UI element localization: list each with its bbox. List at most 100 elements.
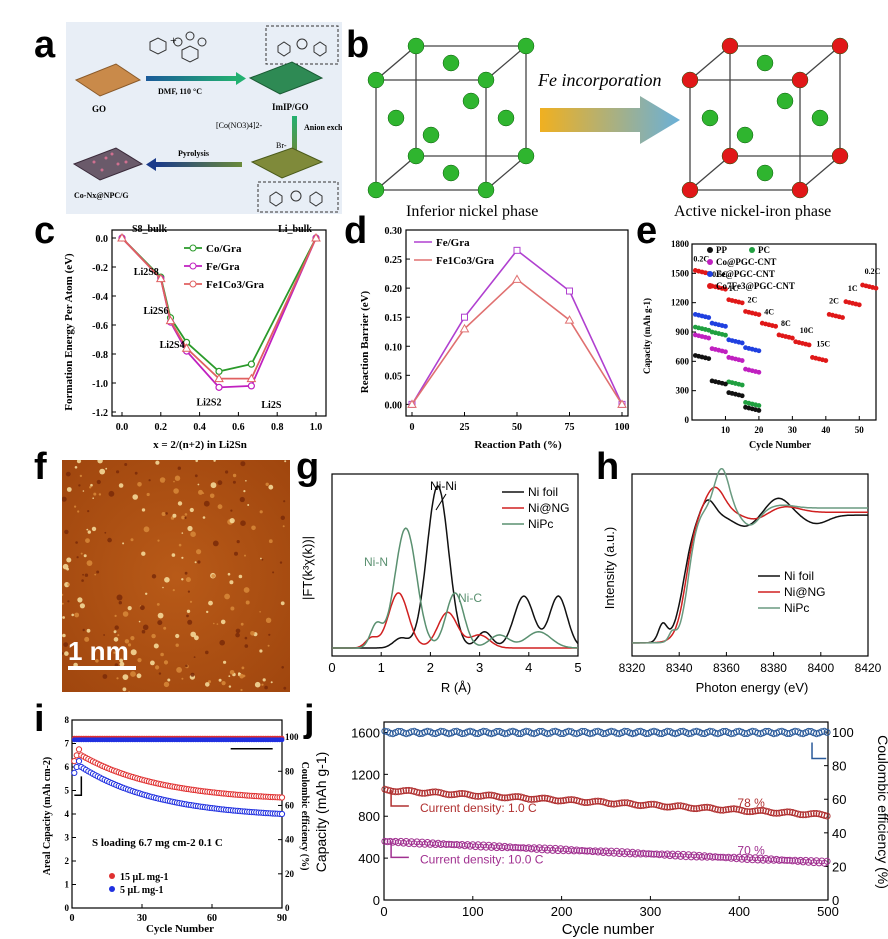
j-capacity-point-10c bbox=[514, 844, 522, 852]
stm-spot bbox=[209, 493, 215, 499]
atom bbox=[831, 37, 849, 55]
h-plot-frame bbox=[631, 473, 869, 657]
stm-spot bbox=[283, 686, 287, 690]
j-capacity-point-10c bbox=[786, 856, 794, 864]
stm-spot bbox=[151, 574, 157, 579]
i-legend-label: 5 μL mg-1 bbox=[120, 885, 163, 896]
g-xtick-label: 3 bbox=[476, 660, 483, 675]
stm-spot bbox=[104, 531, 107, 534]
c-xtick-label: 0.2 bbox=[155, 422, 168, 433]
stm-spot bbox=[116, 470, 120, 474]
stm-spot bbox=[157, 620, 163, 626]
pyrolysis-arrow bbox=[156, 162, 242, 167]
c-point bbox=[165, 315, 176, 325]
j-capacity-point-1c bbox=[581, 799, 589, 806]
i-legend-label: 15 μL mg-1 bbox=[120, 872, 168, 883]
j-capacity-point-1c bbox=[424, 789, 431, 797]
atom bbox=[387, 109, 405, 127]
stm-spot bbox=[197, 560, 201, 564]
stm-spot bbox=[283, 500, 286, 503]
stm-spot bbox=[91, 526, 97, 532]
panel-d-reaction-barrier-chart: Reaction Path (%) Reaction Barrier (eV) … bbox=[359, 226, 630, 451]
e-rate-label: 15C bbox=[816, 339, 830, 348]
stm-spot bbox=[176, 667, 182, 673]
stm-spot bbox=[76, 556, 79, 559]
stm-spot bbox=[239, 673, 244, 679]
stm-spot bbox=[280, 515, 285, 520]
j-ytick-label: 1600 bbox=[351, 725, 380, 740]
j-capacity-point-1c bbox=[605, 800, 613, 807]
panel-i-areal-capacity-chart: Cycle Number Areal Capacity (mAh cm-2) C… bbox=[42, 715, 310, 935]
j-retention-10c: 70 % bbox=[737, 843, 765, 857]
atom bbox=[517, 147, 535, 165]
j-capacity-point-1c bbox=[669, 803, 677, 811]
anion-exchange-arrow bbox=[292, 116, 297, 154]
j-ytick-right-label: 40 bbox=[832, 826, 846, 841]
stm-spot bbox=[240, 688, 243, 692]
g-annotation-ni-ni: Ni-Ni bbox=[430, 479, 457, 493]
j-capacity-point-1c bbox=[591, 797, 599, 805]
stm-spot bbox=[173, 488, 179, 494]
g-ylabel: |FT(k³χ(k))| bbox=[300, 536, 315, 600]
h-series-line-0 bbox=[632, 497, 868, 644]
i-xlabel: Cycle Number bbox=[146, 923, 214, 935]
stm-spot bbox=[189, 600, 193, 603]
stm-spot bbox=[173, 480, 175, 483]
stm-spot bbox=[212, 540, 219, 547]
e-point bbox=[723, 332, 728, 338]
g-annotation-arrow bbox=[435, 493, 447, 511]
j-ytick-right-label: 20 bbox=[832, 859, 846, 874]
h-xtick-label: 8420 bbox=[855, 661, 882, 675]
stm-spot bbox=[94, 573, 97, 576]
j-capacity-point-1c bbox=[458, 790, 466, 797]
stm-spot bbox=[113, 637, 119, 642]
h-xtick-label: 8340 bbox=[666, 661, 693, 675]
stm-spot bbox=[87, 530, 91, 534]
i-legend-marker bbox=[109, 873, 115, 879]
stm-spot bbox=[193, 656, 196, 658]
j-capacity-point-1c bbox=[647, 800, 655, 808]
stm-spot bbox=[187, 619, 193, 625]
h-series-line-1 bbox=[632, 486, 868, 644]
stm-spot bbox=[197, 483, 200, 486]
j-capacity-point-1c bbox=[394, 788, 402, 796]
e-legend-marker bbox=[707, 271, 713, 277]
cube-edge bbox=[375, 45, 417, 81]
c-annotation: Li2S2 bbox=[196, 397, 221, 408]
panel-j-long-cycling-chart: Cycle number Capacity (mAh g-1) Coulombi… bbox=[313, 721, 888, 938]
c-annotation: S8_bulk bbox=[132, 224, 167, 235]
e-rate-label: 1C bbox=[848, 284, 858, 293]
e-legend-marker bbox=[749, 247, 755, 253]
atom bbox=[681, 181, 699, 199]
j-capacity-point-1c bbox=[781, 808, 788, 816]
stm-spot bbox=[247, 504, 250, 506]
stm-spot bbox=[218, 678, 222, 682]
j-capacity-point-1c bbox=[525, 795, 533, 803]
panel-a-synthesis-scheme: GO + DMF, 110 °C ImIP/GO Anion exchange … bbox=[66, 22, 342, 214]
stm-spot bbox=[229, 580, 234, 585]
e-point bbox=[873, 285, 879, 291]
stm-spot bbox=[208, 680, 211, 684]
stm-spot bbox=[105, 467, 108, 470]
c-ytick-label: -0.6 bbox=[92, 321, 108, 332]
stm-spot bbox=[260, 557, 262, 560]
stm-spot bbox=[74, 466, 78, 469]
stm-spot bbox=[194, 561, 197, 564]
stm-spot bbox=[102, 674, 108, 679]
j-capacity-point-1c bbox=[645, 801, 653, 808]
stm-spot bbox=[172, 513, 177, 518]
stm-spot bbox=[223, 660, 227, 664]
dmf-arrow bbox=[146, 76, 236, 81]
atom bbox=[422, 126, 440, 144]
stm-spot bbox=[155, 460, 160, 465]
j-capacity-point-1c bbox=[693, 805, 701, 813]
d-xtick-label: 100 bbox=[615, 422, 630, 433]
stm-spot bbox=[181, 578, 184, 581]
j-capacity-point-10c bbox=[578, 847, 586, 854]
i-left-axis-arrow bbox=[74, 776, 83, 796]
j-capacity-point-1c bbox=[714, 806, 722, 814]
stm-spot bbox=[160, 652, 164, 657]
anion-exchange-label: Anion exchange bbox=[304, 123, 342, 132]
stm-spot bbox=[239, 496, 245, 503]
e-legend-label: PC bbox=[758, 245, 770, 255]
